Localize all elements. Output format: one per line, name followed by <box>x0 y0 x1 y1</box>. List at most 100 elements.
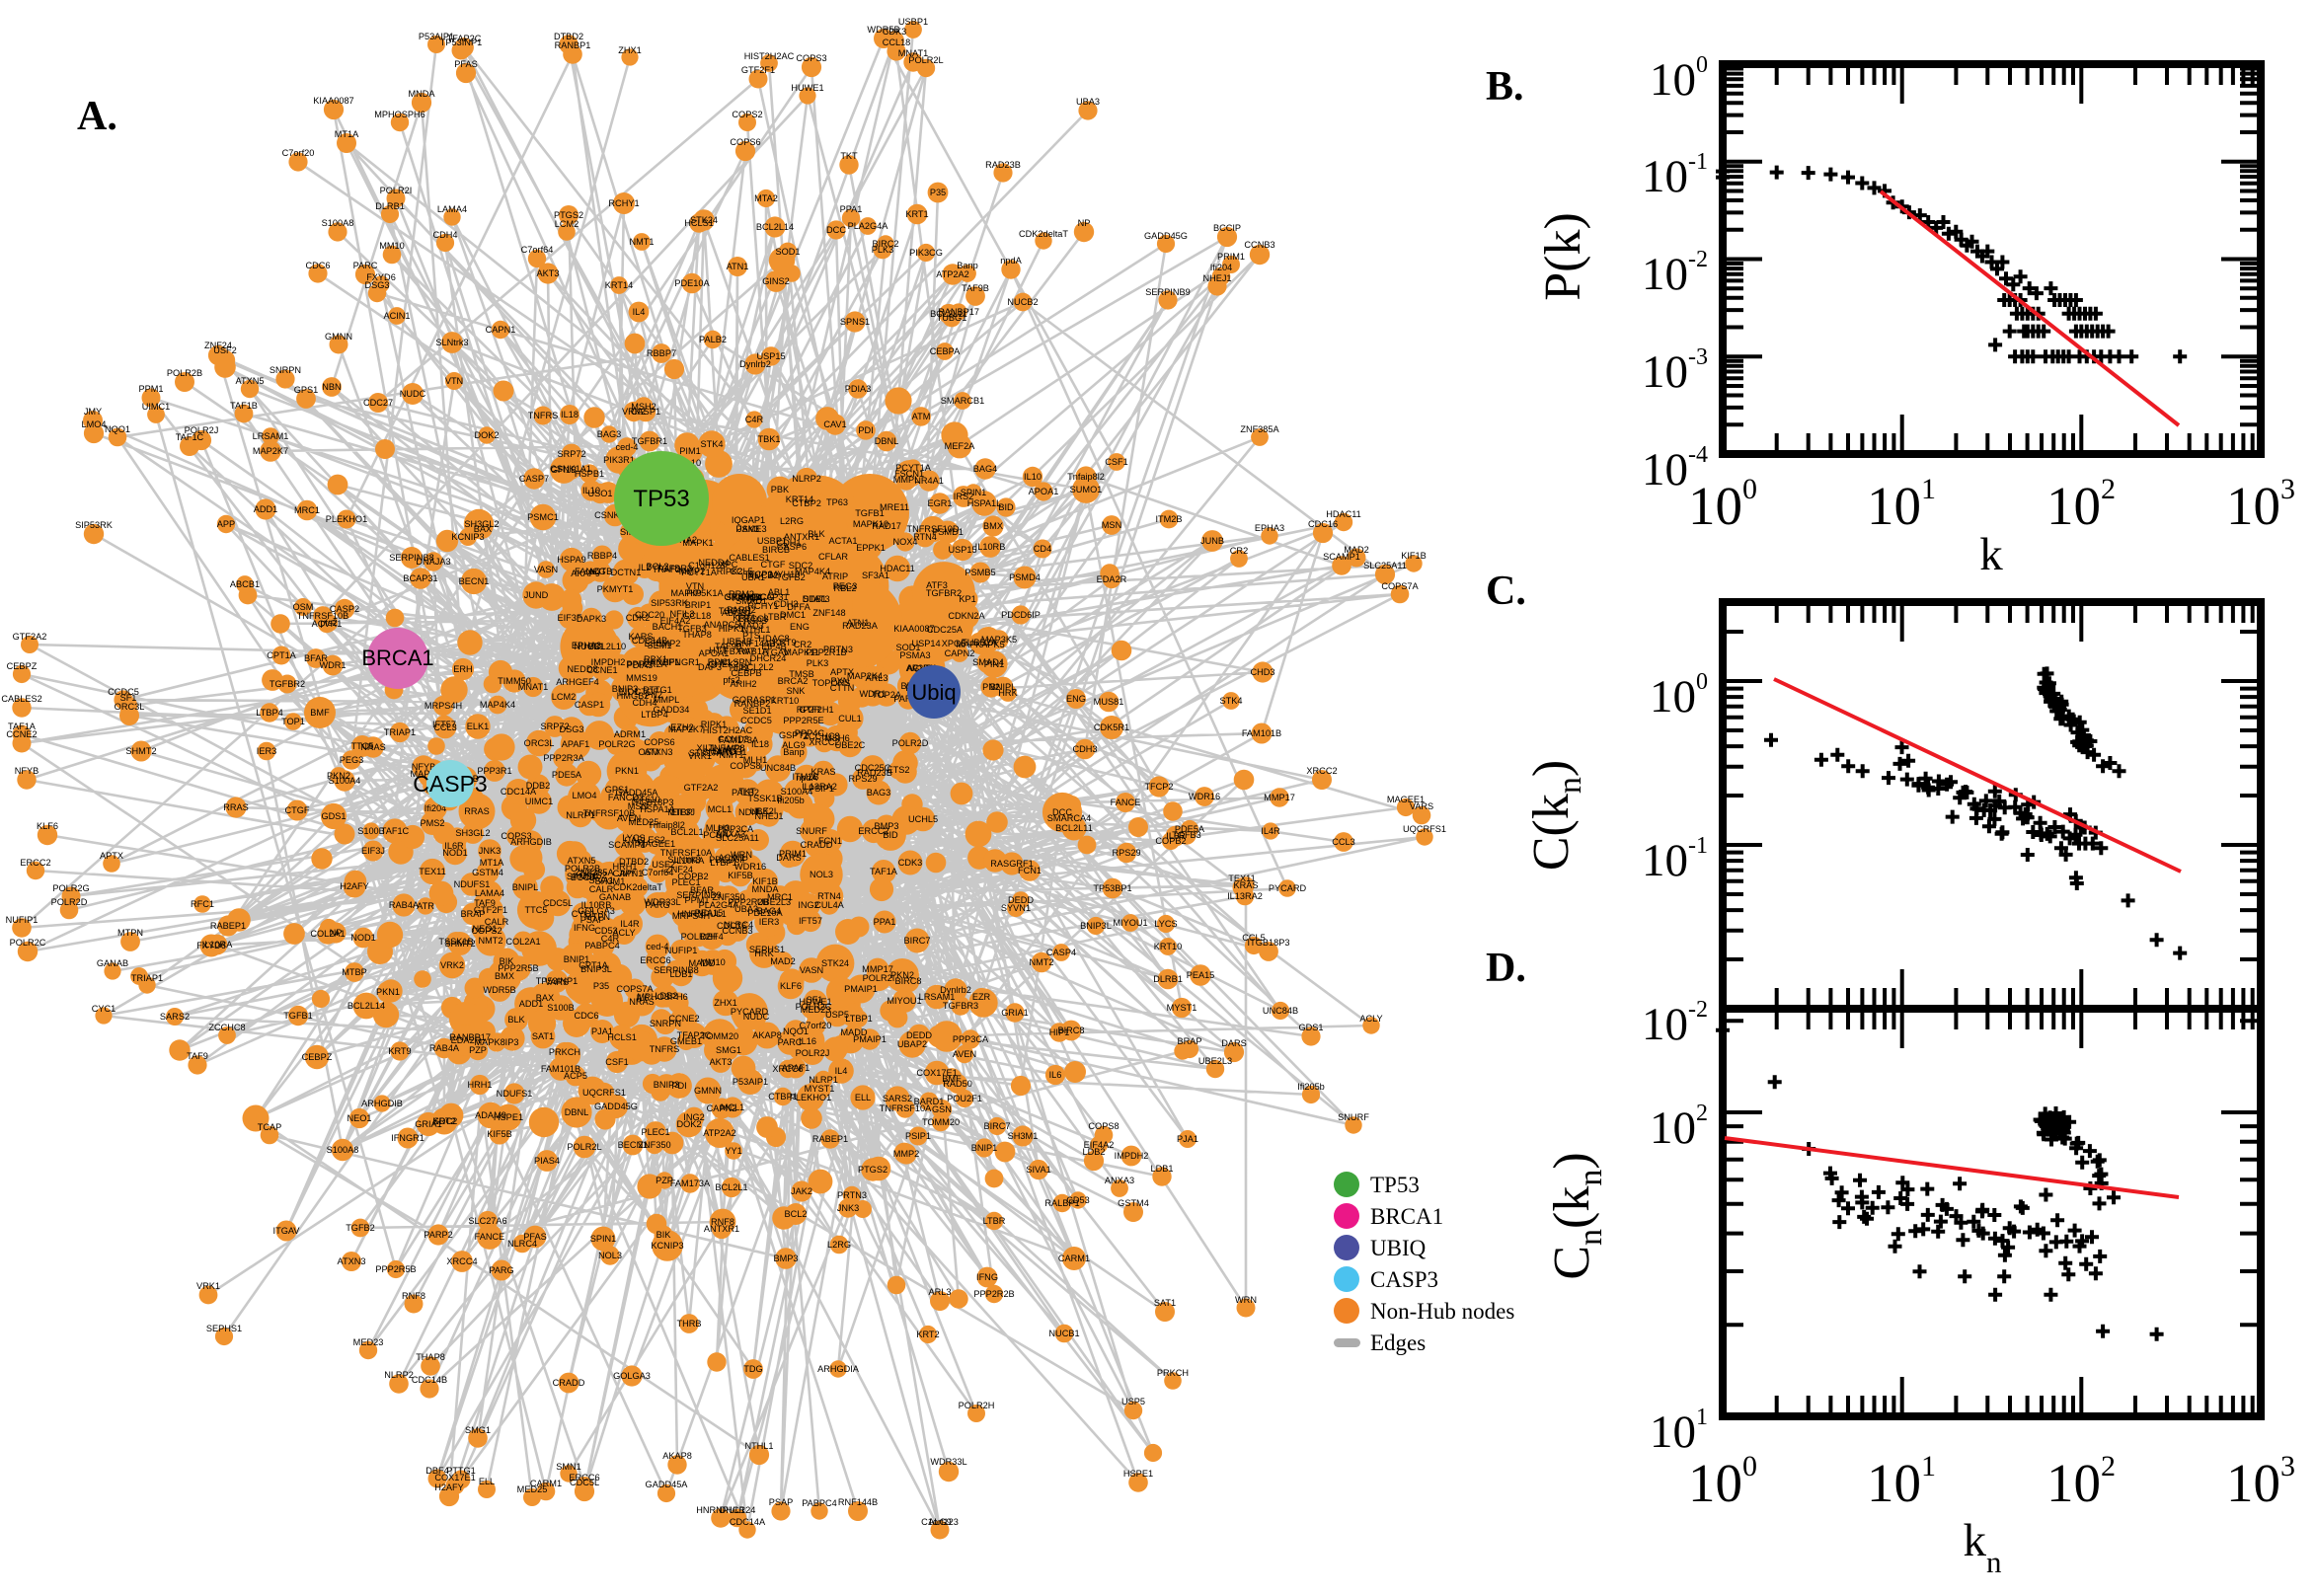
svg-text:TNFRSF10B: TNFRSF10B <box>297 611 349 621</box>
svg-text:VARS: VARS <box>1410 801 1433 811</box>
svg-text:HUWE1: HUWE1 <box>791 83 823 93</box>
svg-text:SPNS1: SPNS1 <box>840 317 870 327</box>
svg-text:VRK1: VRK1 <box>196 1281 220 1291</box>
svg-text:SF1: SF1 <box>120 693 137 703</box>
svg-text:BIK: BIK <box>500 956 515 966</box>
svg-text:PDCD6IP: PDCD6IP <box>1001 610 1041 620</box>
svg-text:APAF1: APAF1 <box>782 1063 810 1073</box>
svg-text:IL10: IL10 <box>1024 472 1042 482</box>
svg-text:CDC25A: CDC25A <box>927 625 964 635</box>
svg-text:PYCARD: PYCARD <box>1269 883 1307 893</box>
svg-text:GRIA1: GRIA1 <box>415 1119 442 1129</box>
svg-text:RBX1: RBX1 <box>644 654 667 664</box>
svg-text:SERPINB9: SERPINB9 <box>1145 287 1190 297</box>
svg-text:MTPN: MTPN <box>584 912 610 922</box>
svg-text:POU2F1: POU2F1 <box>947 1094 982 1103</box>
svg-text:ING2: ING2 <box>683 1112 704 1122</box>
svg-text:BLK: BLK <box>808 529 825 539</box>
svg-text:MMP17: MMP17 <box>862 964 893 974</box>
svg-text:ADRM1: ADRM1 <box>614 729 646 739</box>
svg-text:TAF1C: TAF1C <box>176 432 204 442</box>
svg-text:PSMA3: PSMA3 <box>899 650 930 660</box>
svg-text:POLR2D: POLR2D <box>892 738 929 748</box>
svg-text:HSPE1: HSPE1 <box>494 1112 523 1122</box>
svg-text:GADD45G: GADD45G <box>594 1102 638 1111</box>
svg-text:SMN1: SMN1 <box>712 746 737 756</box>
svg-text:CCND3: CCND3 <box>718 734 749 744</box>
svg-text:CRADD: CRADD <box>553 1378 585 1388</box>
svg-text:PLEKHO1: PLEKHO1 <box>790 1093 831 1102</box>
svg-text:BCL2L14: BCL2L14 <box>347 1001 385 1011</box>
svg-text:SNK: SNK <box>787 686 807 696</box>
svg-text:PARC: PARC <box>353 261 378 270</box>
svg-text:RPS29: RPS29 <box>848 774 877 784</box>
svg-text:CEBPZ: CEBPZ <box>302 1052 333 1062</box>
svg-text:KRAS: KRAS <box>811 767 835 777</box>
svg-text:RANBP17: RANBP17 <box>449 1032 491 1042</box>
svg-text:COL2A1: COL2A1 <box>310 929 345 939</box>
svg-text:RPS29: RPS29 <box>1112 848 1140 858</box>
svg-text:DDB2: DDB2 <box>526 781 551 791</box>
svg-text:BMF: BMF <box>310 708 330 718</box>
svg-text:PMAIP1: PMAIP1 <box>853 1034 887 1044</box>
svg-text:SMARCB1: SMARCB1 <box>941 396 984 406</box>
svg-text:MNAT1: MNAT1 <box>898 48 928 58</box>
svg-text:Ifi204: Ifi204 <box>1210 263 1232 272</box>
svg-text:CR2: CR2 <box>794 640 811 649</box>
svg-text:B.: B. <box>1486 64 1524 110</box>
svg-text:RIPK1: RIPK1 <box>701 720 728 729</box>
svg-text:CASP1: CASP1 <box>631 407 660 417</box>
svg-text:UBE4B: UBE4B <box>723 637 752 646</box>
svg-text:UBA3: UBA3 <box>734 904 758 914</box>
svg-text:ERCC2: ERCC2 <box>20 858 50 868</box>
svg-text:MTBP: MTBP <box>342 967 367 977</box>
svg-text:XPC: XPC <box>720 560 738 570</box>
svg-text:CT610: CT610 <box>633 795 660 804</box>
svg-text:S100A8: S100A8 <box>322 218 354 228</box>
svg-text:BNIP3L: BNIP3L <box>580 964 612 974</box>
svg-text:XRCC6: XRCC6 <box>772 1064 803 1074</box>
svg-text:101: 101 <box>1867 473 1936 536</box>
svg-text:NOX4: NOX4 <box>892 537 917 547</box>
svg-text:PDE5A: PDE5A <box>1175 824 1205 834</box>
svg-text:CABLES1: CABLES1 <box>729 553 769 563</box>
svg-text:NOD1: NOD1 <box>442 848 468 858</box>
svg-text:BCAP31: BCAP31 <box>403 573 437 583</box>
svg-text:VASN: VASN <box>800 965 823 975</box>
svg-text:POLR2G: POLR2G <box>52 883 89 893</box>
svg-text:KRT14: KRT14 <box>605 280 633 290</box>
svg-text:MCL1: MCL1 <box>721 1102 745 1112</box>
svg-text:DCC: DCC <box>826 225 846 235</box>
svg-text:MNDA: MNDA <box>408 89 435 99</box>
svg-text:VASN: VASN <box>534 565 558 574</box>
svg-text:SE1D1: SE1D1 <box>742 706 771 716</box>
svg-text:BNIP3: BNIP3 <box>654 1080 680 1090</box>
svg-text:PMS2: PMS2 <box>420 818 444 828</box>
svg-text:CDK2: CDK2 <box>626 613 651 623</box>
svg-text:POLR2C: POLR2C <box>10 938 46 948</box>
svg-text:KIF5B: KIF5B <box>728 871 753 880</box>
svg-text:WDR1: WDR1 <box>319 660 346 670</box>
svg-text:MMP17: MMP17 <box>1264 793 1295 802</box>
svg-text:WDR33L: WDR33L <box>644 897 680 907</box>
svg-text:BCL2L1: BCL2L1 <box>670 827 703 837</box>
svg-text:NEDD8: NEDD8 <box>567 664 597 674</box>
svg-text:USO1: USO1 <box>587 489 612 498</box>
svg-text:GADD34: GADD34 <box>654 705 690 715</box>
svg-text:KIF5B: KIF5B <box>487 1129 512 1139</box>
svg-text:PMAIP1: PMAIP1 <box>844 984 878 994</box>
svg-text:PPP3CA: PPP3CA <box>718 824 754 834</box>
svg-text:PTGS2: PTGS2 <box>858 1165 888 1175</box>
svg-text:ALG9: ALG9 <box>782 740 806 750</box>
svg-text:ZNF350: ZNF350 <box>638 1140 670 1150</box>
svg-text:KRT10: KRT10 <box>771 696 799 706</box>
svg-text:SHMT2: SHMT2 <box>444 939 475 949</box>
svg-text:POLR2J: POLR2J <box>185 425 219 435</box>
svg-text:HIST2H2AC: HIST2H2AC <box>703 725 753 735</box>
svg-text:LDB2: LDB2 <box>1083 1147 1106 1157</box>
svg-text:ATRIP: ATRIP <box>822 571 848 581</box>
svg-text:CCNE1: CCNE1 <box>586 665 617 675</box>
svg-text:ANAPC5: ANAPC5 <box>704 620 740 630</box>
svg-text:S100A8: S100A8 <box>327 1145 359 1155</box>
svg-text:KRT14: KRT14 <box>786 494 813 504</box>
